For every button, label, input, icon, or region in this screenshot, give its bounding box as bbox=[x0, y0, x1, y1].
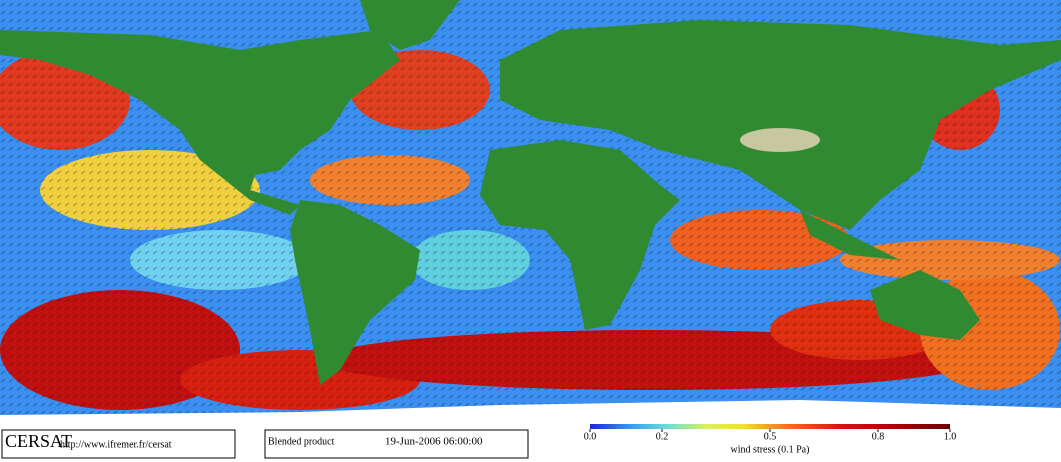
colorbar-tick-label: 1.0 bbox=[944, 431, 957, 442]
antarctica bbox=[0, 400, 1061, 428]
date: 19-Jun-2006 06:00:00 bbox=[385, 436, 483, 448]
colorbar: wind stress (0.1 Pa) 0.0 0.2 0.5 0.8 1.0 bbox=[584, 424, 957, 455]
colorbar-tick-label: 0.0 bbox=[584, 431, 597, 442]
colorbar-label: wind stress (0.1 Pa) bbox=[731, 444, 810, 455]
info-box bbox=[264, 429, 529, 459]
product: Blended product bbox=[268, 436, 335, 447]
footer: CERSAT http://www.ifremer.fr/cersat Blen… bbox=[1, 429, 529, 459]
land bbox=[0, 0, 1061, 385]
plateau bbox=[740, 128, 820, 152]
colorbar-tick-label: 0.8 bbox=[872, 431, 885, 442]
url: http://www.ifremer.fr/cersat bbox=[60, 439, 172, 450]
logo-box bbox=[1, 429, 236, 459]
logo: CERSAT bbox=[5, 431, 72, 451]
colorbar-ramp bbox=[590, 424, 950, 429]
colorbar-tick-label: 0.2 bbox=[656, 431, 669, 442]
colorbar-tick-label: 0.5 bbox=[764, 431, 777, 442]
